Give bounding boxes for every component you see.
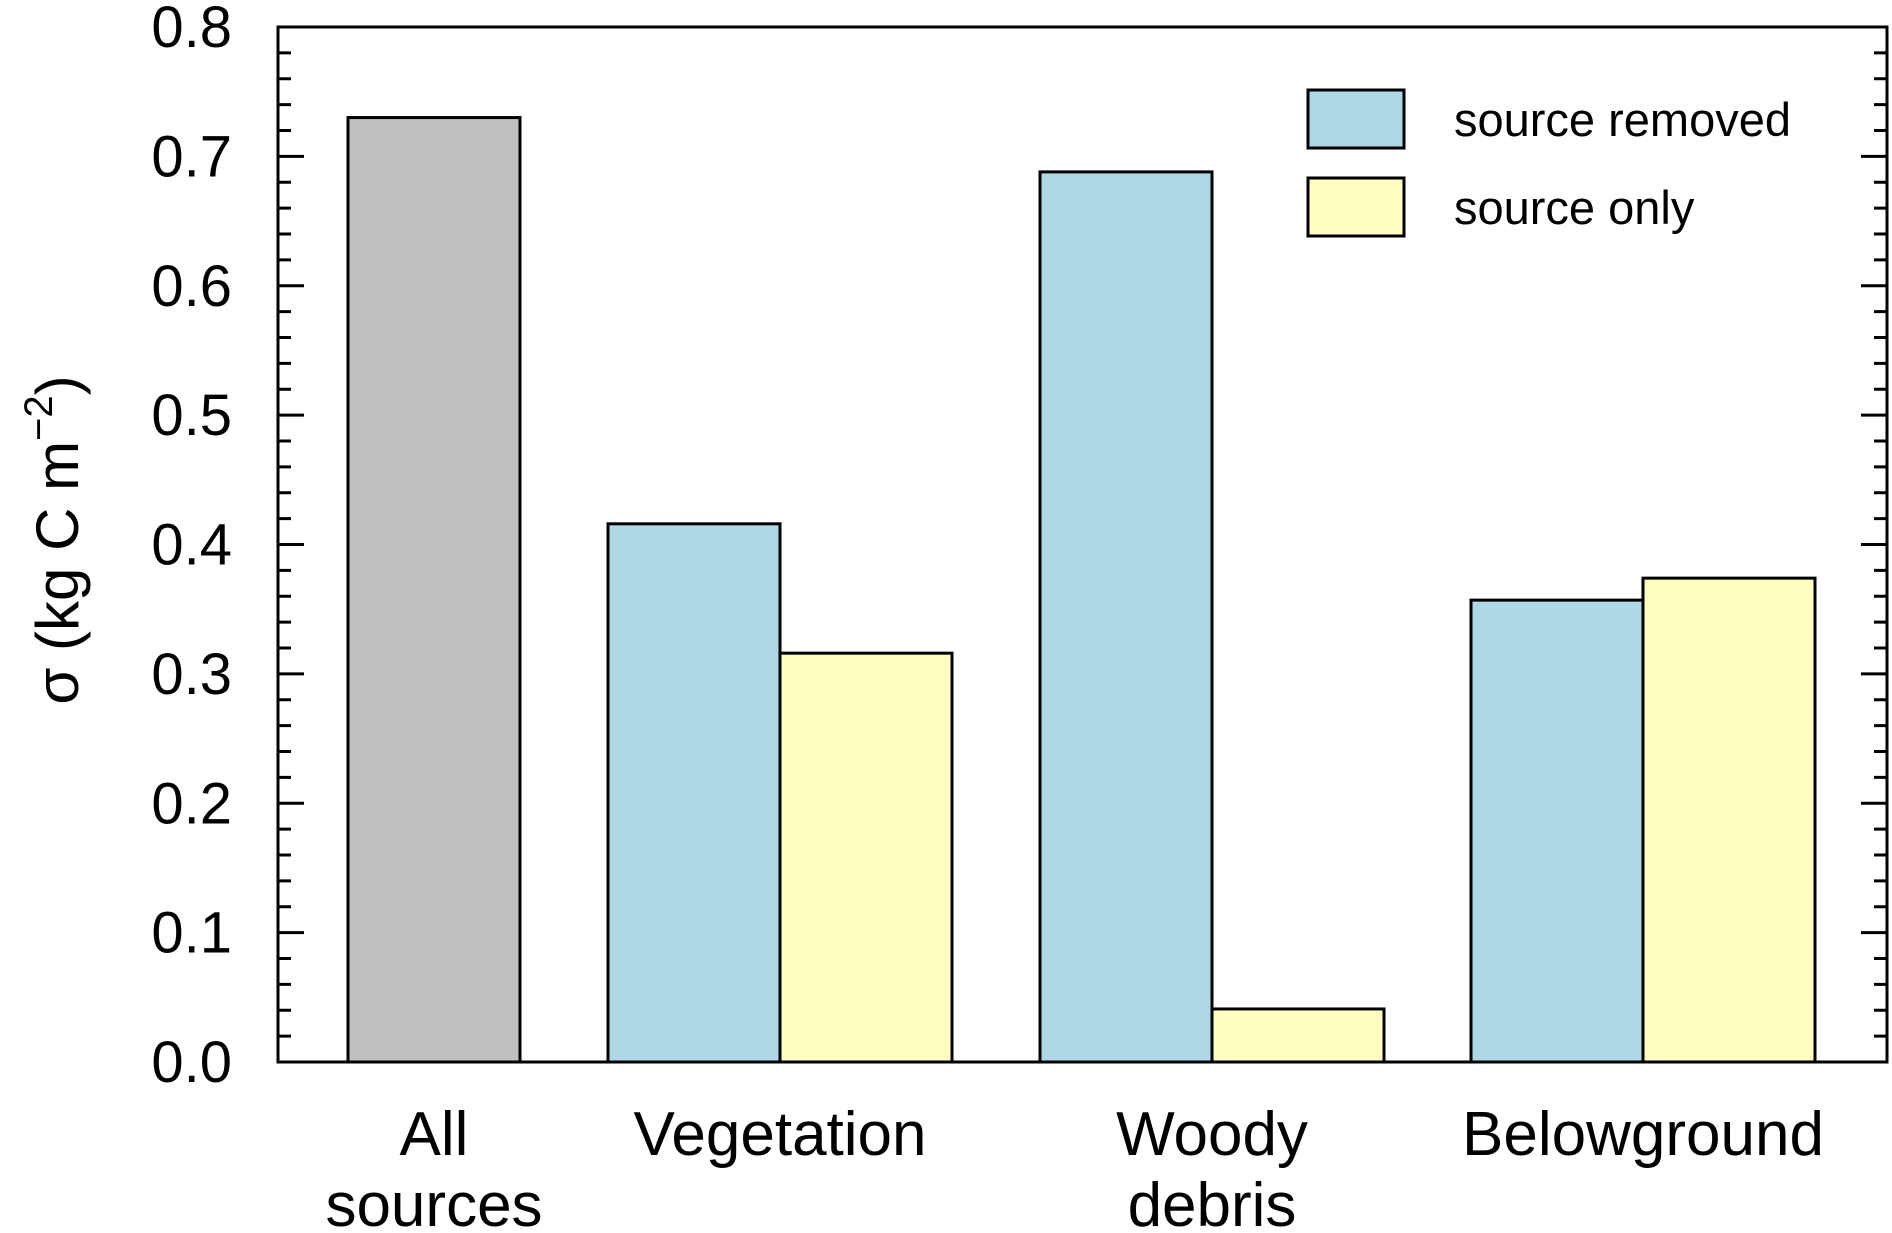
y-tick-label: 0.3 bbox=[151, 642, 232, 707]
y-tick-label: 0.5 bbox=[151, 383, 232, 448]
x-category-label-line: debris bbox=[1128, 1171, 1297, 1233]
bar-source-removed-3 bbox=[1469, 598, 1645, 1064]
bar-source-removed-2 bbox=[1038, 170, 1214, 1064]
bar-source-only-2 bbox=[1210, 1007, 1386, 1064]
y-axis-title-close: ) bbox=[24, 375, 91, 395]
y-tick-label: 0.1 bbox=[151, 901, 232, 966]
x-category-label-line: Belowground bbox=[1462, 1100, 1824, 1169]
x-category-label-line: Woody bbox=[1116, 1100, 1308, 1169]
labels-layer: 0.0 0.1 0.2 0.3 0.4 0.5 0.6 0.7 0.8 All sources Veg… bbox=[151, 0, 1824, 1233]
y-tick-label: 0.6 bbox=[151, 254, 232, 319]
legend: source removed source only bbox=[1306, 88, 1791, 238]
y-tick-label: 0.2 bbox=[151, 771, 232, 836]
x-category-label-line: All bbox=[400, 1100, 469, 1169]
y-tick-label: 0.7 bbox=[151, 124, 232, 189]
x-category-label-line: sources bbox=[325, 1171, 542, 1233]
y-axis-title: σ (kg C m−2) bbox=[17, 375, 91, 704]
y-axis-title-superscript: −2 bbox=[17, 395, 61, 441]
bars-layer bbox=[346, 116, 1817, 1064]
bar-source-only-1 bbox=[778, 651, 954, 1064]
y-tick-label: 0.8 bbox=[151, 0, 232, 60]
x-category-label-line: Vegetation bbox=[633, 1100, 926, 1169]
bar-total-0 bbox=[346, 116, 522, 1064]
x-category-label: Vegetation bbox=[633, 1100, 926, 1169]
legend-label-source-only: source only bbox=[1454, 181, 1695, 234]
legend-label-source-removed: source removed bbox=[1454, 93, 1791, 146]
x-category-label: Belowground bbox=[1462, 1100, 1824, 1169]
y-tick-label: 0.4 bbox=[151, 513, 232, 578]
bar-source-only-3 bbox=[1641, 576, 1817, 1064]
x-category-label: All sources bbox=[325, 1100, 542, 1233]
bar-source-removed-1 bbox=[606, 522, 782, 1064]
y-axis-title-main: σ (kg C m bbox=[24, 441, 91, 705]
legend-swatch-source-removed bbox=[1306, 88, 1406, 150]
y-tick-label: 0.0 bbox=[151, 1030, 232, 1095]
ticks-layer bbox=[278, 25, 1887, 1064]
legend-swatch-source-only bbox=[1306, 176, 1406, 238]
x-category-label: Woody debris bbox=[1116, 1100, 1308, 1233]
